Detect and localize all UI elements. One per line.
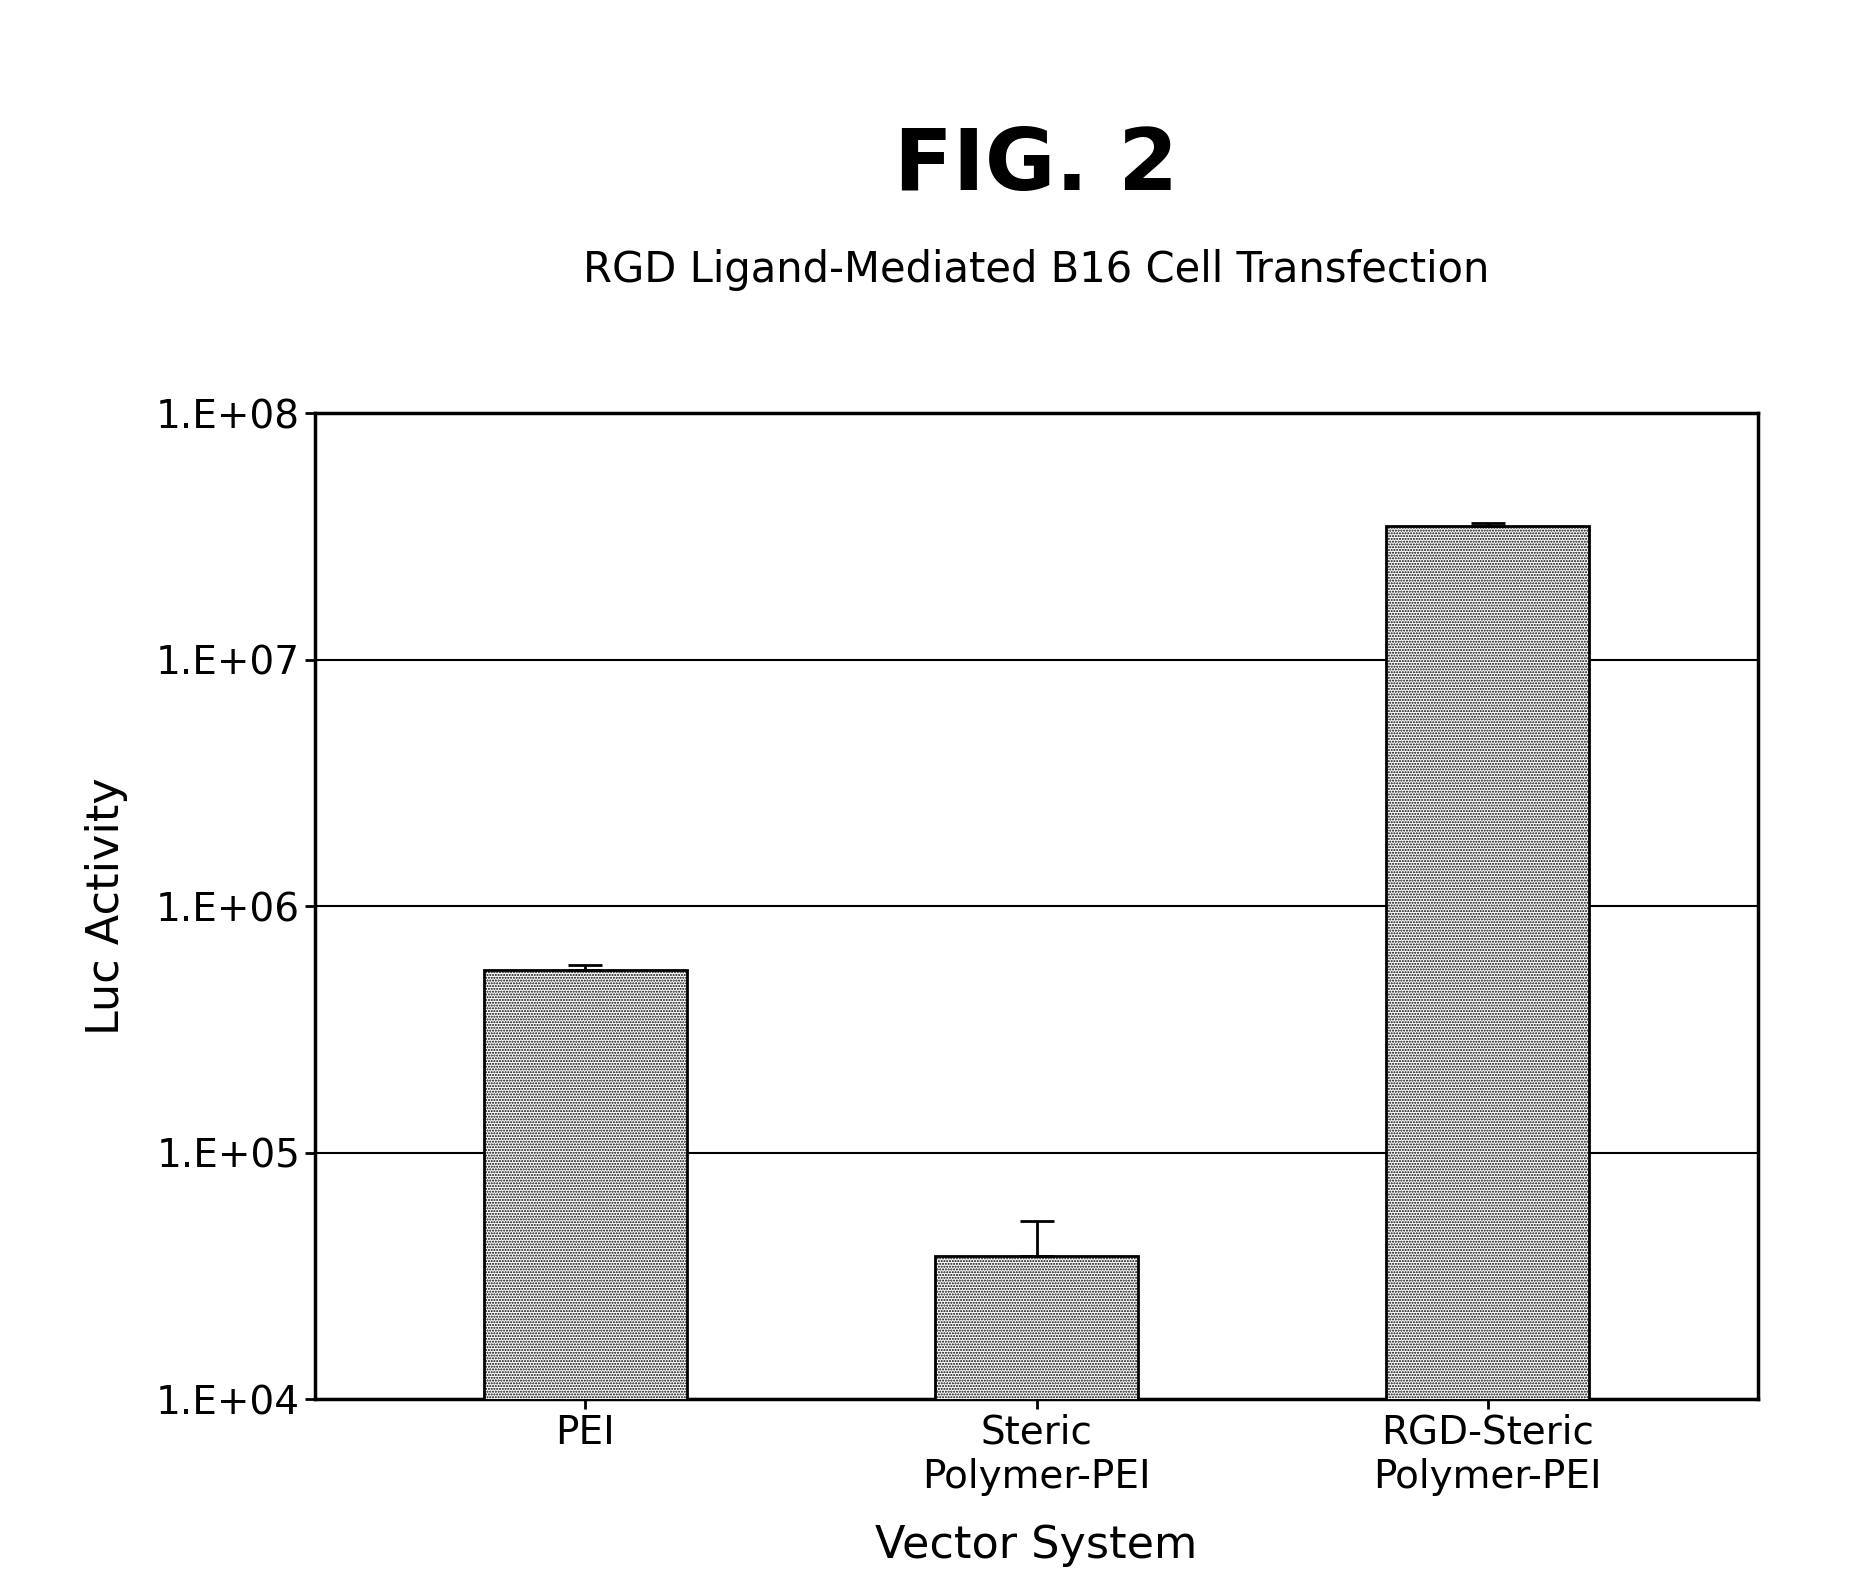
Bar [1386,526,1590,1590]
Bar [483,970,687,1590]
Text: FIG. 2: FIG. 2 [894,126,1179,208]
Bar [935,1256,1138,1590]
Text: RGD Ligand-Mediated B16 Cell Transfection: RGD Ligand-Mediated B16 Cell Transfectio… [583,250,1490,291]
Y-axis label: Luc Activity: Luc Activity [85,778,128,1035]
X-axis label: Vector System: Vector System [876,1523,1198,1566]
